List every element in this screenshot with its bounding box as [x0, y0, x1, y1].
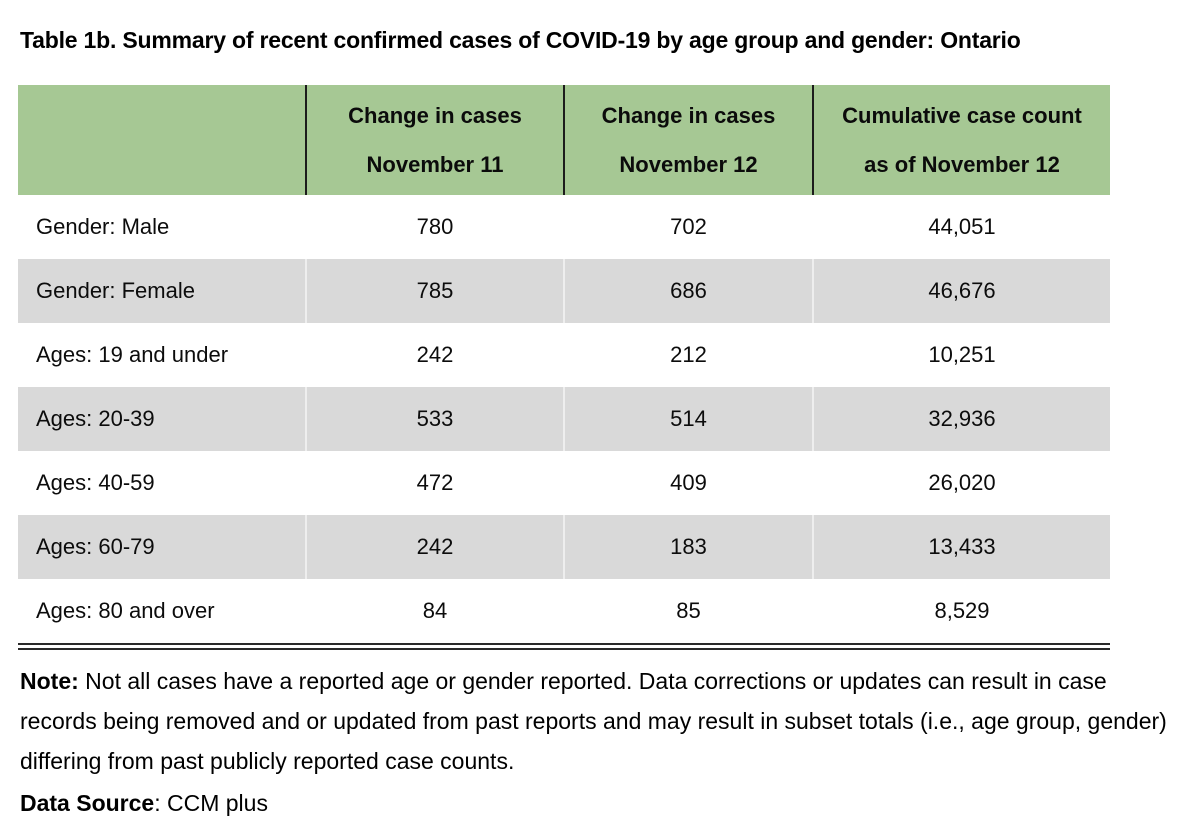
- row-label: Ages: 19 and under: [36, 342, 229, 367]
- row-label: Gender: Female: [36, 278, 195, 303]
- table-row-gender-male: Gender: Male 780 702 44,051: [18, 195, 1110, 259]
- row-value: 242: [305, 323, 563, 387]
- row-value: 46,676: [812, 259, 1110, 323]
- header-cell-empty: [18, 85, 305, 195]
- row-value: 702: [563, 195, 812, 259]
- document-page: Table 1b. Summary of recent confirmed ca…: [0, 27, 1200, 837]
- row-value: 242: [305, 515, 563, 579]
- header-cell-change-nov12: Change in cases November 12: [563, 85, 812, 195]
- table-header-row: Change in cases November 11 Change in ca…: [18, 85, 1110, 195]
- row-value: 409: [563, 451, 812, 515]
- data-source-line: Data Source: CCM plus: [20, 783, 1180, 823]
- row-label: Ages: 80 and over: [36, 598, 215, 623]
- row-value: 686: [563, 259, 812, 323]
- row-value: 183: [563, 515, 812, 579]
- header-line: November 11: [366, 151, 504, 177]
- note-text: Not all cases have a reported age or gen…: [20, 668, 1167, 774]
- row-value: 472: [305, 451, 563, 515]
- row-value: 533: [305, 387, 563, 451]
- row-value: 26,020: [812, 451, 1110, 515]
- table-row-ages-60-79: Ages: 60-79 242 183 13,433: [18, 515, 1110, 579]
- table-bottom-rule: [18, 643, 1110, 650]
- row-value: 785: [305, 259, 563, 323]
- row-value: 780: [305, 195, 563, 259]
- header-line: Change in cases: [601, 102, 776, 128]
- row-label: Ages: 40-59: [36, 470, 155, 495]
- data-source-label: Data Source: [20, 790, 155, 816]
- table-row-ages-40-59: Ages: 40-59 472 409 26,020: [18, 451, 1110, 515]
- row-value: 44,051: [812, 195, 1110, 259]
- header-line: November 12: [619, 151, 758, 177]
- row-label: Gender: Male: [36, 214, 170, 239]
- header-cell-cumulative: Cumulative case count as of November 12: [812, 85, 1110, 195]
- note-paragraph: Note: Not all cases have a reported age …: [20, 661, 1182, 781]
- row-value: 514: [563, 387, 812, 451]
- header-cell-change-nov11: Change in cases November 11: [305, 85, 563, 195]
- table-row-ages-80-over: Ages: 80 and over 84 85 8,529: [18, 579, 1110, 643]
- table-row-ages-19-under: Ages: 19 and under 242 212 10,251: [18, 323, 1110, 387]
- header-line: as of November 12: [864, 151, 1060, 177]
- row-value: 85: [563, 579, 812, 643]
- cases-table: Change in cases November 11 Change in ca…: [18, 85, 1110, 650]
- row-value: 13,433: [812, 515, 1110, 579]
- data-source-text: : CCM plus: [154, 790, 268, 816]
- table-row-ages-20-39: Ages: 20-39 533 514 32,936: [18, 387, 1110, 451]
- row-value: 10,251: [812, 323, 1110, 387]
- header-line: Change in cases: [348, 102, 522, 128]
- note-label: Note:: [20, 668, 79, 694]
- header-line: Cumulative case count: [842, 102, 1082, 128]
- row-value: 84: [305, 579, 563, 643]
- row-label: Ages: 20-39: [36, 406, 155, 431]
- page-title: Table 1b. Summary of recent confirmed ca…: [20, 27, 1021, 53]
- table-row-gender-female: Gender: Female 785 686 46,676: [18, 259, 1110, 323]
- row-value: 32,936: [812, 387, 1110, 451]
- row-value: 212: [563, 323, 812, 387]
- row-label: Ages: 60-79: [36, 534, 155, 559]
- row-value: 8,529: [812, 579, 1110, 643]
